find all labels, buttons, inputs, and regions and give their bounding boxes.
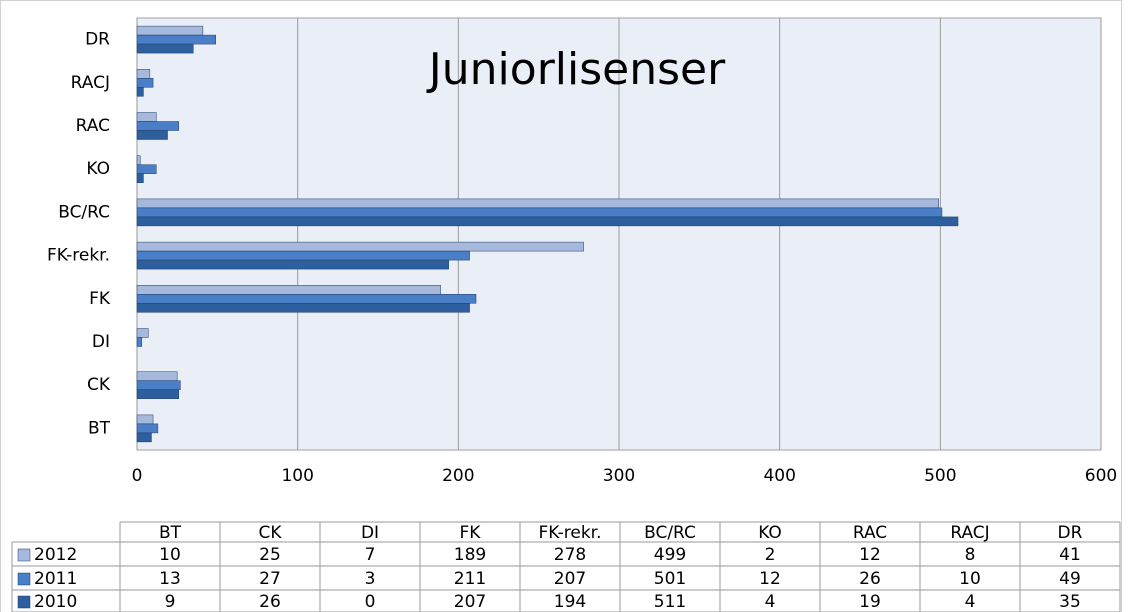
table-header: RAC [853, 523, 887, 543]
table-header: FK-rekr. [538, 523, 601, 543]
table-header: FK [460, 523, 482, 543]
table-value: 13 [159, 569, 181, 589]
x-tick-label: 200 [442, 466, 474, 486]
bar [136, 198, 939, 209]
y-tick-label: DI [92, 332, 110, 352]
table-value: 194 [554, 592, 586, 612]
table-value: 211 [454, 569, 486, 589]
bar [136, 241, 584, 252]
table-value: 7 [365, 545, 376, 565]
y-tick-label: CK [87, 375, 111, 395]
bar [136, 207, 943, 218]
bar [136, 69, 151, 79]
legend-label: 2011 [34, 569, 77, 589]
y-tick-label: BC/RC [58, 202, 110, 222]
table-value: 278 [554, 545, 586, 565]
bar [136, 25, 204, 36]
table-value: 4 [765, 592, 776, 612]
y-tick-label: FK-rekr. [47, 246, 110, 266]
table-header: BC/RC [644, 523, 696, 543]
chart-title: Juniorlisenser [426, 44, 726, 95]
table-value: 499 [654, 545, 686, 565]
table-value: 49 [1059, 569, 1081, 589]
y-tick-label: BT [88, 418, 111, 438]
bar [136, 414, 154, 425]
bar [136, 250, 470, 261]
bar [136, 380, 181, 390]
table-header: CK [258, 523, 282, 543]
x-tick-label: 0 [132, 466, 143, 486]
bar [136, 43, 194, 54]
table-value: 10 [959, 569, 981, 589]
table-value: 501 [654, 569, 686, 589]
bar [136, 121, 180, 131]
table-value: 25 [259, 545, 281, 565]
table-value: 511 [654, 592, 686, 612]
table-value: 9 [165, 592, 176, 612]
table-value: 35 [1059, 592, 1081, 612]
legend-label: 2012 [34, 545, 77, 565]
table-value: 189 [454, 545, 486, 565]
bar [136, 423, 159, 434]
bar [136, 130, 168, 140]
y-tick-label: RACJ [71, 73, 110, 93]
bar [136, 216, 959, 227]
legend-label: 2010 [34, 592, 77, 612]
y-tick-label: DR [85, 30, 110, 50]
bar [136, 112, 157, 122]
bar [136, 328, 149, 338]
bar [136, 78, 154, 88]
y-tick-label: FK [89, 289, 111, 309]
legend-key [17, 572, 31, 586]
table-header: KO [758, 523, 782, 543]
bar [136, 34, 216, 45]
bar [136, 371, 178, 381]
bar [136, 173, 144, 183]
table-value: 2 [765, 545, 776, 565]
bar [136, 337, 143, 347]
y-tick-label: RAC [76, 116, 110, 136]
table-value: 10 [159, 545, 181, 565]
bar [136, 164, 157, 174]
x-tick-label: 300 [603, 466, 635, 486]
table-value: 27 [259, 569, 281, 589]
table-value: 41 [1059, 545, 1081, 565]
table-value: 26 [859, 569, 881, 589]
table-value: 19 [859, 592, 881, 612]
bar [136, 389, 180, 399]
table-header: BT [159, 523, 182, 543]
table-value: 207 [554, 569, 586, 589]
bar [136, 432, 152, 443]
legend-key [17, 595, 31, 609]
bar [136, 155, 141, 165]
legend-key [17, 548, 31, 562]
table-header: DR [1058, 523, 1083, 543]
table-value: 4 [965, 592, 976, 612]
table-value: 207 [454, 592, 486, 612]
table-value: 12 [759, 569, 781, 589]
bar [136, 303, 470, 313]
table-value: 3 [365, 569, 376, 589]
table-header: RACJ [950, 523, 989, 543]
bar [136, 259, 449, 270]
y-tick-label: KO [86, 159, 110, 179]
x-tick-label: 400 [763, 466, 795, 486]
bar [136, 87, 144, 97]
x-tick-label: 600 [1085, 466, 1117, 486]
bar [136, 285, 441, 295]
table-value: 26 [259, 592, 281, 612]
x-tick-label: 100 [281, 466, 313, 486]
table-value: 8 [965, 545, 976, 565]
table-value: 12 [859, 545, 881, 565]
table-header: DI [361, 523, 379, 543]
x-tick-label: 500 [924, 466, 956, 486]
bar [136, 294, 477, 304]
table-value: 0 [365, 592, 376, 612]
